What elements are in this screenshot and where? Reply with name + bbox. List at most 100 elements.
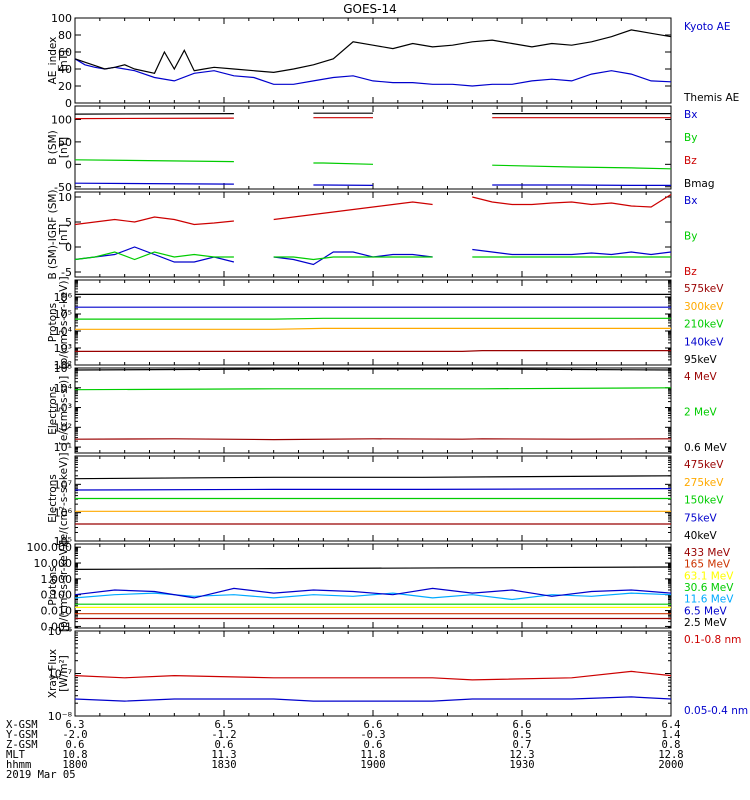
- legend-entry: 0.05-0.4 nm: [684, 705, 748, 717]
- ephemeris-row-label: X-GSM: [6, 719, 38, 731]
- y-tick-label: 50: [58, 136, 72, 149]
- ephemeris-value: 1.4: [662, 729, 681, 741]
- pane-3: -5 0 5 10B (SM)-IGRF (SM) [nT] Bx By Bz: [47, 189, 697, 279]
- legend-entry: 40keV: [684, 530, 718, 542]
- series-line-0-1-0-8-nm: [74, 670, 672, 681]
- legend-entry: Bx: [684, 109, 697, 121]
- ephemeris-value: 12.8: [658, 749, 683, 761]
- ephemeris-value: 6.4: [662, 719, 681, 731]
- series-line-by: [74, 159, 672, 170]
- ephemeris-row-label: Y-GSM: [6, 729, 38, 741]
- y-tick-label: 10³: [54, 402, 72, 415]
- y-tick-label: 10.000: [34, 557, 73, 570]
- y-tick-label: 10⁻⁷: [48, 668, 72, 681]
- legend-entry: 75keV: [684, 512, 718, 524]
- pane-frame: [74, 279, 672, 366]
- ephemeris-value: 0.6: [364, 739, 383, 751]
- pane-8: 10⁻⁸ 10⁻⁷ 10⁻⁶ Xray Flux [W/m²] 0.1-0.8 nm 0.0…: [47, 625, 748, 723]
- series-line-75kev: [74, 488, 672, 491]
- ephemeris-value: 10.8: [62, 749, 87, 761]
- y-tick-label: 0: [65, 97, 72, 110]
- legend-entry: 11.6 MeV: [684, 594, 734, 606]
- y-tick-label: 10⁵: [54, 308, 72, 321]
- legend-entry: 165 MeV: [684, 559, 731, 571]
- legend-entry: Bz: [684, 266, 697, 278]
- y-tick-label: 0.001: [41, 620, 73, 633]
- ephemeris-value: 6.6: [513, 719, 532, 731]
- y-tick-label: 10³: [54, 342, 72, 355]
- ephemeris-value: 1930: [509, 759, 534, 771]
- legend-entry: 0.1-0.8 nm: [684, 634, 741, 646]
- y-tick-label: 10⁷: [54, 478, 72, 491]
- ephemeris-value: 0.8: [662, 739, 681, 751]
- series-line-4-mev: [74, 438, 672, 441]
- y-tick-label: 100: [51, 113, 72, 126]
- series-line-0-05-0-4-nm: [74, 696, 672, 702]
- y-tick-label: 0: [65, 241, 72, 254]
- pane-frame: [74, 630, 672, 717]
- pane-5: 10¹ 10² 10³ 10⁴ 10⁵ Electrons [e/(cm²-s-sr)] 4 …: [47, 362, 728, 454]
- legend-entry: 4 MeV: [684, 371, 718, 383]
- series-line-11-6-mev: [74, 592, 672, 601]
- y-tick-label: 10⁶: [54, 291, 73, 304]
- ephemeris-value: 2000: [658, 759, 683, 771]
- y-tick-label: 80: [58, 29, 72, 42]
- ephemeris-value: 1830: [211, 759, 236, 771]
- y-axis-label: [nT]: [58, 137, 70, 158]
- y-axis-label: [nT]: [58, 50, 70, 71]
- ephemeris-row-label: MLT: [6, 749, 26, 761]
- pane-2: -50 0 50 100 B (SM) [nT] Bx By Bz Bmag: [47, 105, 715, 194]
- legend-entry: 575keV: [684, 283, 724, 295]
- legend-entry: By: [684, 231, 697, 243]
- y-tick-label: 100.000: [27, 541, 73, 554]
- series-line-bz: [74, 193, 672, 226]
- series-line-kyoto-ae: [74, 58, 672, 87]
- y-axis-label: [nT]: [58, 224, 70, 245]
- y-tick-label: 0.100: [41, 589, 73, 602]
- ephemeris-value: -0.3: [360, 729, 385, 741]
- ephemeris-value: 0.5: [513, 729, 532, 741]
- plot-date: 2019 Mar 05: [6, 769, 76, 781]
- plot-title: GOES-14: [343, 2, 397, 16]
- legend-entry: 2 MeV: [684, 407, 718, 419]
- ephemeris-value: -1.2: [211, 729, 236, 741]
- legend-entry: 150keV: [684, 495, 724, 507]
- pane-frame: [74, 191, 672, 278]
- y-axis-label: [W/m²]: [58, 655, 70, 692]
- legend-entry: By: [684, 132, 697, 144]
- y-axis-label: B (SM)-IGRF (SM): [47, 189, 59, 279]
- series-line-by: [74, 251, 671, 261]
- y-axis-label: [e/(cm²-s-sr)]: [58, 376, 70, 445]
- legend-entry: 275keV: [684, 477, 724, 489]
- y-tick-label: 10¹: [54, 441, 72, 454]
- y-tick-label: 5: [65, 216, 72, 229]
- series-line-bx: [74, 182, 671, 186]
- y-tick-label: 40: [58, 63, 72, 76]
- ephemeris-value: 11.3: [211, 749, 236, 761]
- legend-entry: 210keV: [684, 319, 724, 331]
- y-tick-label: 10⁵: [54, 362, 72, 375]
- legend-entry: Bx: [684, 195, 697, 207]
- ephemeris-value: 0.7: [513, 739, 532, 751]
- y-tick-label: 10⁻⁸: [48, 710, 73, 723]
- y-tick-label: 10²: [54, 421, 72, 434]
- legend-entry: 0.6 MeV: [684, 442, 728, 454]
- legend-entry: Bmag: [684, 178, 715, 190]
- y-tick-label: 10²: [54, 359, 72, 372]
- y-tick-label: -5: [61, 266, 72, 279]
- ephemeris-value: 0.6: [66, 739, 85, 751]
- legend-entry: 30.6 MeV: [684, 582, 734, 594]
- ephemeris-row-label: Z-GSM: [6, 739, 38, 751]
- pane-frame: [74, 17, 672, 104]
- ephemeris-value: -2.0: [62, 729, 87, 741]
- ephemeris-value: 12.3: [509, 749, 534, 761]
- y-axis-label: [p/(cm²-s-sr-keV)]: [58, 276, 70, 368]
- y-axis-label: [e/(cm²-s-sr-keV)]: [58, 453, 70, 545]
- y-tick-label: 20: [58, 80, 72, 93]
- series-line-40kev: [74, 475, 672, 480]
- legend-entry: Bz: [684, 155, 697, 167]
- y-tick-label: 10⁻⁶: [48, 625, 73, 638]
